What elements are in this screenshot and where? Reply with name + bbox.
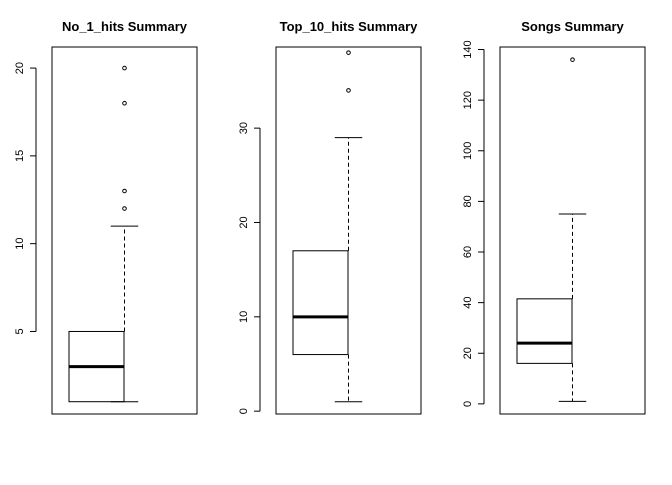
outlier-point — [122, 65, 127, 71]
y-tick-label: 10 — [238, 311, 250, 323]
y-tick-label: 60 — [462, 246, 474, 258]
outlier-point — [570, 57, 575, 62]
y-tick-label: 80 — [462, 195, 474, 207]
y-tick-label: 15 — [14, 150, 26, 162]
chart-title: Top_10_hits Summary — [280, 19, 419, 34]
y-tick-label: 140 — [462, 40, 474, 58]
y-tick-label: 5 — [14, 328, 26, 334]
outlier-point — [346, 50, 351, 55]
y-tick-label: 20 — [238, 216, 250, 228]
outlier-point — [122, 100, 127, 106]
y-tick-label: 100 — [462, 142, 474, 160]
y-tick-label: 20 — [14, 62, 26, 74]
outlier-point — [122, 206, 127, 211]
y-tick-label: 0 — [462, 401, 474, 407]
panel-2: Top_10_hits Summary 0 10 20 30 — [238, 19, 422, 415]
plot-frame — [499, 46, 646, 415]
outlier-point — [346, 88, 351, 93]
chart-title: Songs Summary — [521, 19, 624, 34]
y-tick-label: 10 — [14, 238, 26, 250]
plot-frame — [275, 46, 422, 415]
y-tick-label: 120 — [462, 91, 474, 109]
chart-title: No_1_hits Summary — [62, 19, 188, 34]
iqr-box — [516, 298, 573, 364]
plot-frame — [51, 46, 198, 415]
outlier-point — [122, 188, 127, 194]
panel-3: Songs Summary 0 20 40 60 80 100 120 140 — [462, 19, 646, 415]
panel-1: No_1_hits Summary 5 10 15 20 — [14, 19, 198, 415]
y-tick-label: 20 — [462, 347, 474, 359]
y-tick-label: 0 — [238, 408, 250, 414]
y-tick-label: 30 — [238, 122, 250, 134]
y-tick-label: 40 — [462, 297, 474, 309]
iqr-box — [292, 250, 349, 356]
